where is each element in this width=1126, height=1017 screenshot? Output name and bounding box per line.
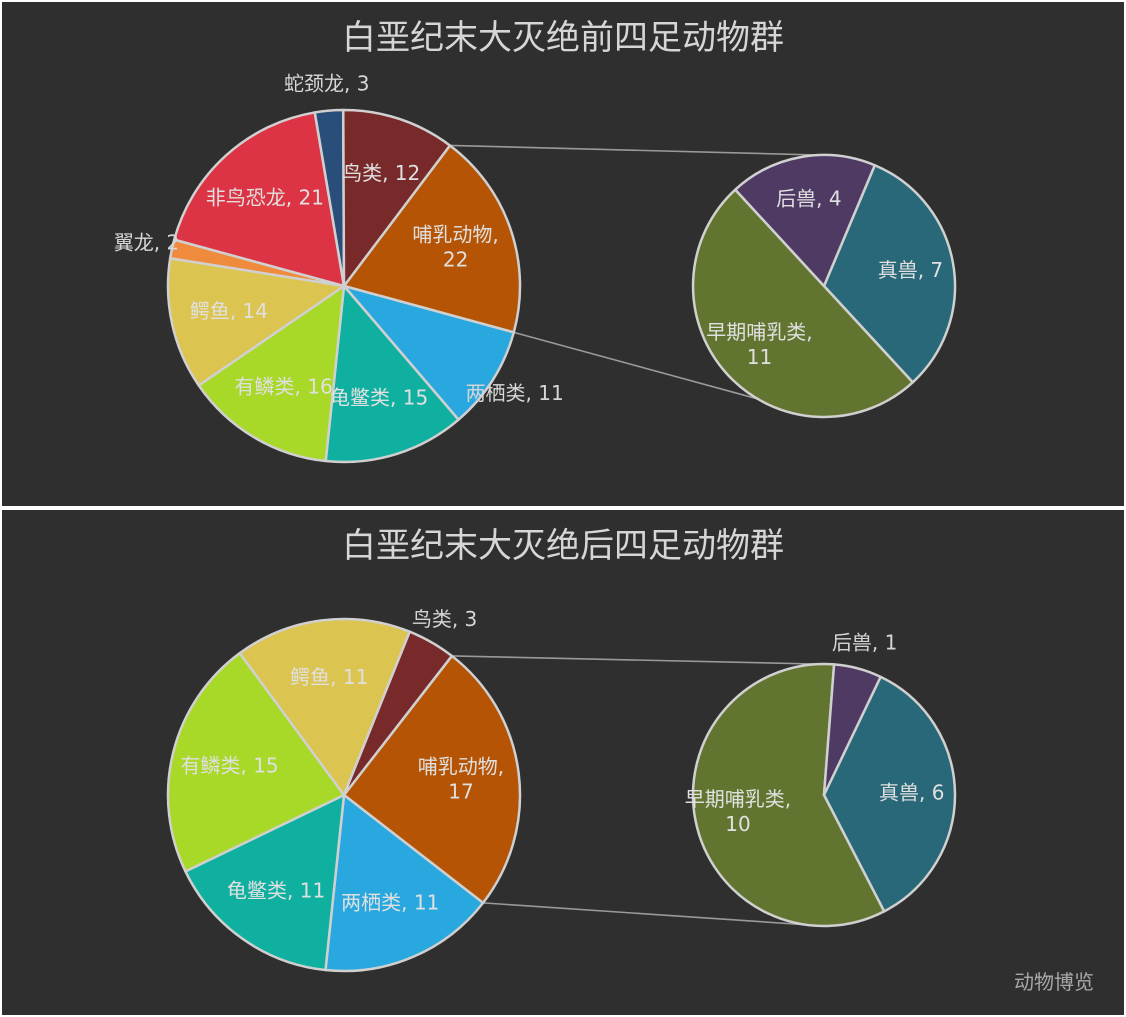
after-connector-line-top [451, 655, 838, 666]
after-main-slice-squamates [166, 651, 346, 873]
before-secondary-slice-metatherians [733, 153, 877, 288]
chart-title-after: 白垩纪末大灭绝后四足动物群 [342, 526, 784, 566]
after-main-data-label-mammals: 哺乳动物, 17 [418, 754, 504, 803]
before-secondary-data-label-metatherians: 后兽, 4 [776, 186, 841, 210]
chart-title-before: 白垩纪末大灭绝前四足动物群 [342, 18, 784, 58]
before-main-data-label-mammals: 哺乳动物, 22 [412, 222, 498, 271]
before-main-slice-crocodilians [166, 257, 346, 387]
before-main-slice-squamates [197, 284, 346, 463]
before-secondary-slice-early-mammals [691, 188, 915, 419]
after-secondary-data-label-early-mammals: 早期哺乳类, 10 [685, 786, 791, 835]
after-secondary-data-label-metatherians: 后兽, 1 [832, 630, 897, 654]
after-connector-line-bottom [483, 902, 825, 927]
after-main-data-label-squamates: 有鳞类, 15 [180, 753, 278, 777]
after-main-data-label-amphibians: 两栖类, 11 [341, 890, 439, 914]
pie-of-pie-after: 哺乳动物, 17 两栖类, 11 龟鳖类, 11 有鳞类, 15 鳄鱼, 11 鸟类, 3 真… [166, 606, 957, 973]
before-main-data-label-amphibians: 两栖类, 11 [466, 381, 564, 405]
after-secondary-slice-eutherians [822, 675, 957, 913]
before-main-data-label-pterosaurs: 翼龙, 2 [114, 230, 179, 254]
before-main-slice-non-avian-dinosaurs [172, 111, 346, 288]
after-main-slice-mammals [342, 654, 522, 905]
after-main-slice-amphibians [324, 793, 485, 973]
before-secondary-data-label-eutherians: 真兽, 7 [878, 257, 943, 281]
chart-panel-after: 白垩纪末大灭绝后四足动物群 哺乳动物, 17 两栖类, 11 龟鳖类, 11 有鳞类, … [2, 510, 1124, 1015]
after-main-slice-turtles [184, 793, 346, 972]
before-secondary-data-label-early-mammals: 早期哺乳类, 11 [706, 319, 812, 368]
before-main-data-label-birds: 鸟类, 12 [342, 161, 420, 185]
watermark-text: 动物博览 [1014, 970, 1094, 994]
after-main-slice-crocodilians [238, 617, 411, 797]
after-secondary-slice-metatherians [822, 663, 882, 797]
before-main-slice-mammals [342, 144, 522, 334]
before-main-data-label-non-avian-dinosaurs: 非鸟恐龙, 21 [206, 185, 324, 209]
before-main-slice-birds [342, 108, 452, 288]
before-main-data-label-crocodilians: 鳄鱼, 14 [190, 298, 268, 322]
before-connector-line-top [449, 144, 838, 157]
chart-panel-before: 白垩纪末大灭绝前四足动物群 哺乳动物, 22 两栖类, 11 龟鳖类, 15 有鳞类, … [2, 2, 1124, 506]
after-main-data-label-crocodilians: 鳄鱼, 11 [290, 665, 368, 689]
after-main-data-label-birds: 鸟类, 3 [412, 606, 477, 630]
after-main-data-label-turtles: 龟鳖类, 11 [227, 878, 325, 902]
before-main-data-label-plesiosaurs: 蛇颈龙, 3 [284, 71, 369, 95]
before-secondary-slice-eutherians [822, 163, 957, 384]
after-secondary-slice-early-mammals [691, 662, 886, 928]
before-main-slice-turtles [324, 284, 460, 464]
before-main-data-label-turtles: 龟鳖类, 15 [330, 385, 428, 409]
after-secondary-data-label-eutherians: 真兽, 6 [879, 780, 944, 804]
before-main-data-label-squamates: 有鳞类, 16 [235, 374, 333, 398]
after-main-slice-birds [342, 630, 454, 797]
before-main-slice-amphibians [342, 284, 516, 421]
